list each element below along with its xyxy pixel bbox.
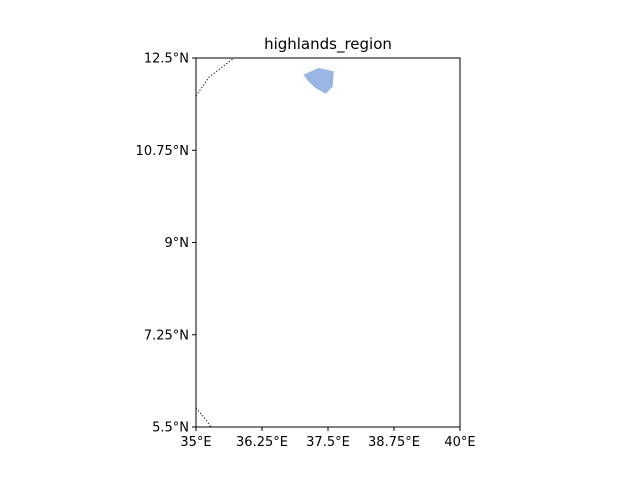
x-tick-label: 37.5°E [306,435,350,450]
latitude-axis: 5.5°N 7.25°N 9°N 10.75°N 12.5°N [136,52,196,436]
y-tick-label: 12.5°N [144,52,189,67]
map-features [195,57,334,428]
longitude-axis: 35°E 36.25°E 37.5°E 38.75°E 40°E [180,427,476,450]
y-tick-label: 7.25°N [144,328,189,343]
border-northwest-line [195,57,235,97]
map-title: highlands_region [264,35,392,54]
y-tick-label: 10.75°N [136,144,189,159]
lake-polygon [303,67,334,94]
map-frame [195,57,461,428]
x-tick-label: 38.75°E [368,435,420,450]
x-tick-label: 35°E [180,435,211,450]
x-tick-label: 40°E [444,435,475,450]
x-tick-label: 36.25°E [236,435,288,450]
y-tick-label: 5.5°N [152,421,189,436]
y-tick-label: 9°N [165,236,190,251]
